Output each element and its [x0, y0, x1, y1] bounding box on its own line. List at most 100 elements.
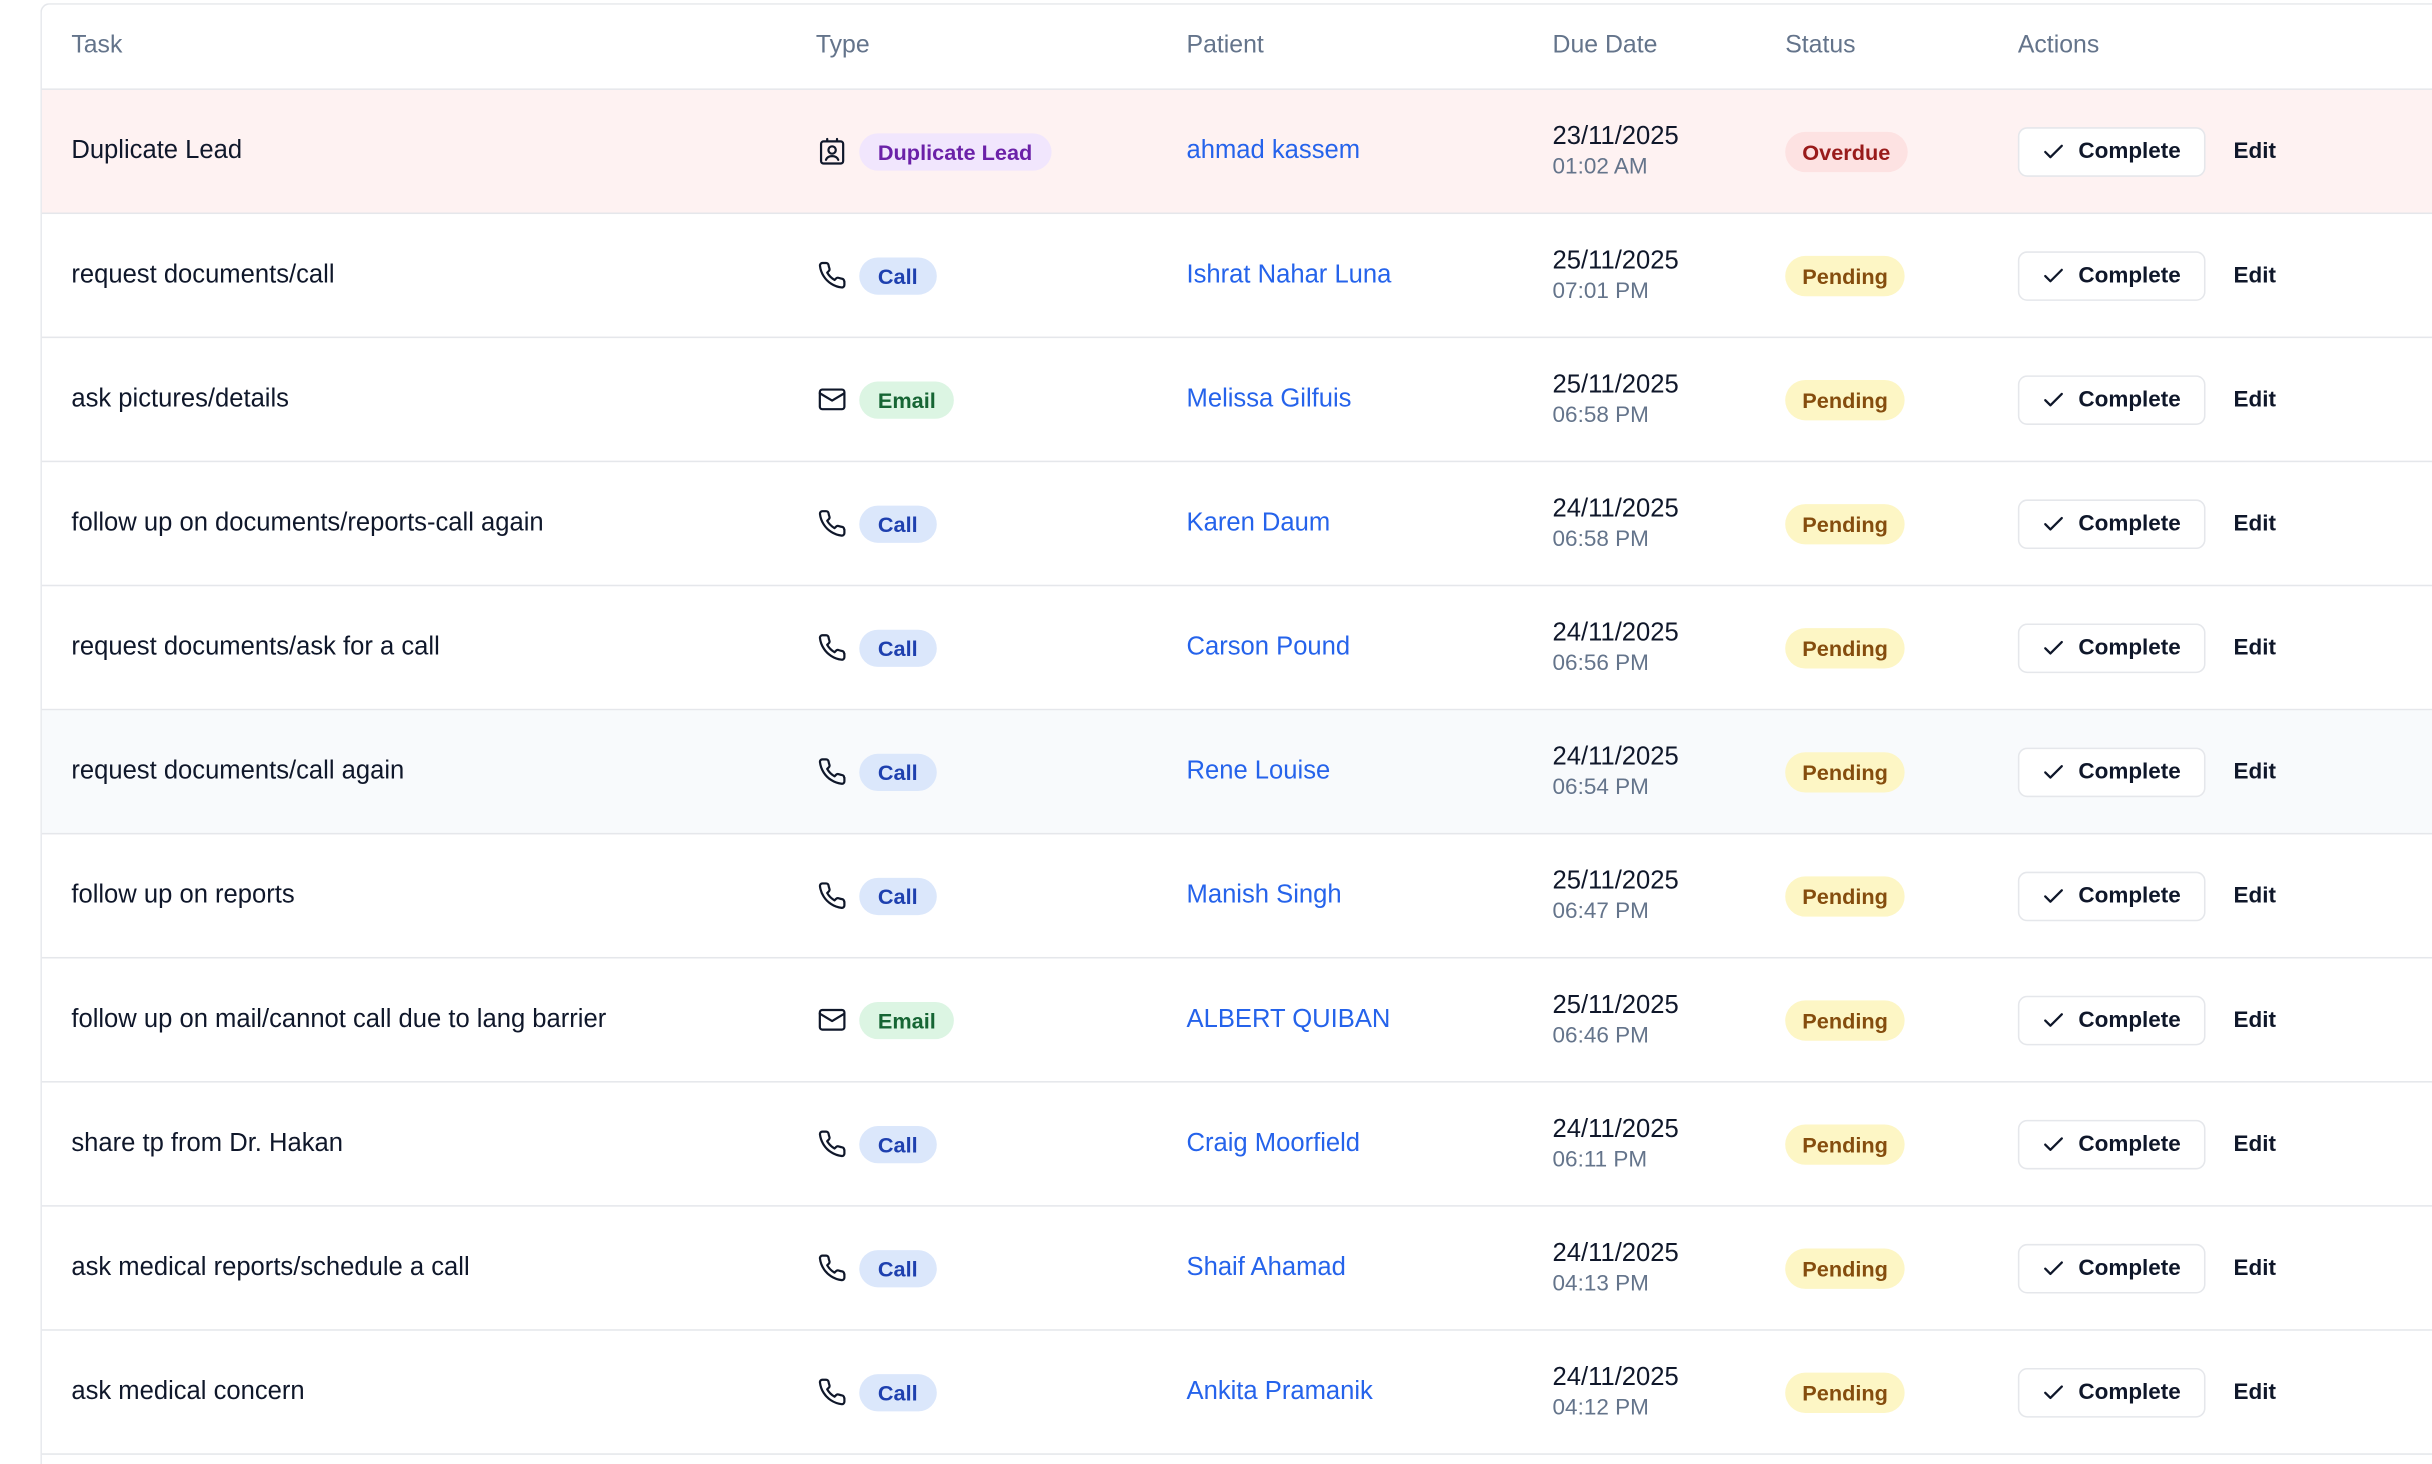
due-date: 23/11/2025 [1552, 121, 1679, 150]
type-badge: Call [859, 628, 937, 667]
complete-button[interactable]: Complete [2017, 374, 2206, 425]
mail-icon [816, 384, 847, 415]
patient-cell: Melissa Gilfuis [1187, 385, 1553, 414]
task-cell: request documents/ask for a call [42, 633, 816, 662]
type-cell: Duplicate Lead [816, 132, 1187, 170]
edit-button[interactable]: Edit [2233, 635, 2277, 660]
phone-icon [816, 632, 847, 663]
table-row[interactable]: follow up on reports Call Manish Singh 25/1… [41, 834, 2432, 959]
header-type[interactable]: Type [815, 32, 870, 59]
due-date: 24/11/2025 [1552, 742, 1679, 771]
edit-button[interactable]: Edit [2233, 1007, 2277, 1033]
complete-button[interactable]: Complete [2017, 1243, 2206, 1293]
status-cell: Pending [1785, 255, 2018, 296]
edit-button[interactable]: Edit [2233, 138, 2277, 164]
patient-link[interactable]: Shaif Ahamad [1186, 1253, 1346, 1282]
edit-button[interactable]: Edit [2233, 1131, 2277, 1157]
table-row[interactable]: request documents/call Call Ishrat Nahar L… [41, 214, 2432, 339]
due-time: 06:58 PM [1552, 402, 1649, 428]
complete-label: Complete [2078, 138, 2181, 164]
type-badge: Duplicate Lead [859, 132, 1051, 170]
complete-button[interactable]: Complete [2017, 870, 2206, 921]
edit-button[interactable]: Edit [2233, 759, 2277, 785]
due-time: 06:11 PM [1552, 1146, 1648, 1172]
patient-cell: Manish Singh [1187, 881, 1553, 910]
patient-link[interactable]: Craig Moorfield [1186, 1129, 1361, 1158]
complete-label: Complete [2078, 262, 2181, 288]
complete-button[interactable]: Complete [2017, 250, 2206, 301]
header-due-date[interactable]: Due Date [1552, 32, 1658, 59]
table-row[interactable]: request documents/ask for a call Call Cars… [41, 586, 2432, 711]
header-task[interactable]: Task [71, 32, 123, 59]
edit-button[interactable]: Edit [2233, 386, 2277, 412]
patient-link[interactable]: Carson Pound [1186, 632, 1351, 661]
due-time: 06:56 PM [1552, 650, 1649, 676]
status-cell: Pending [1785, 503, 2018, 544]
task-cell: ask medical reports/schedule a call [42, 1253, 816, 1282]
patient-link[interactable]: Melissa Gilfuis [1186, 384, 1352, 413]
table-row[interactable]: ask medical reports/schedule a call Call S… [41, 1207, 2432, 1331]
table-row[interactable]: ask medical concern Call Ankita Pramanik 24… [41, 1331, 2432, 1455]
actions-cell: Complete Edit [2017, 1119, 2432, 1169]
edit-button[interactable]: Edit [2233, 262, 2277, 288]
patient-link[interactable]: Karen Daum [1186, 508, 1331, 537]
header-actions: Actions [2017, 32, 2100, 59]
table-row[interactable]: Duplicate Lead Duplicate Lead ahmad kassem… [41, 89, 2432, 215]
table-row[interactable]: follow up on mail/cannot call due to lan… [41, 959, 2432, 1083]
complete-button[interactable]: Complete [2017, 622, 2206, 673]
task-cell: ask medical concern [42, 1377, 816, 1406]
edit-button[interactable]: Edit [2233, 1255, 2277, 1281]
check-icon [2041, 759, 2066, 784]
patient-cell: Ankita Pramanik [1187, 1377, 1553, 1406]
type-badge: Call [859, 753, 937, 791]
complete-button[interactable]: Complete [2017, 498, 2206, 549]
complete-button[interactable]: Complete [2017, 746, 2206, 797]
task-name: follow up on reports [71, 880, 295, 909]
phone-icon [816, 1377, 847, 1408]
check-icon [2041, 883, 2066, 908]
due-date: 25/11/2025 [1552, 245, 1679, 274]
status-cell: Pending [1785, 1123, 2018, 1165]
type-cell: Call [816, 1125, 1187, 1163]
table-row[interactable]: ask pictures/details Email Melissa Gilfuis… [41, 338, 2432, 463]
patient-link[interactable]: Rene Louise [1186, 756, 1331, 785]
header-patient[interactable]: Patient [1186, 32, 1264, 59]
complete-button[interactable]: Complete [2017, 1367, 2206, 1417]
patient-link[interactable]: Ankita Pramanik [1186, 1377, 1373, 1406]
check-icon [2041, 1380, 2066, 1405]
tasks-table: Task Type Patient Due Date Status Action… [40, 3, 2432, 1464]
table-row[interactable]: follow up on documents/reports-call agai… [41, 462, 2432, 587]
due-date-cell: 24/11/2025 04:13 PM [1553, 1237, 1786, 1299]
header-status[interactable]: Status [1785, 32, 1856, 59]
due-date-cell: 24/11/2025 06:54 PM [1553, 741, 1786, 803]
due-time: 07:01 PM [1552, 278, 1649, 304]
table-row[interactable]: request documents/call again Call Rene Lou… [41, 710, 2432, 835]
actions-cell: Complete Edit [2017, 126, 2432, 177]
check-icon [2041, 511, 2066, 536]
actions-cell: Complete Edit [2017, 746, 2432, 797]
complete-button[interactable]: Complete [2017, 994, 2206, 1045]
complete-label: Complete [2078, 1255, 2181, 1281]
patient-cell: ALBERT QUIBAN [1187, 1005, 1553, 1034]
complete-label: Complete [2078, 635, 2181, 660]
due-date: 24/11/2025 [1552, 1238, 1679, 1267]
patient-link[interactable]: ALBERT QUIBAN [1186, 1005, 1391, 1033]
due-date-cell: 24/11/2025 06:56 PM [1553, 617, 1786, 679]
type-badge: Call [859, 877, 937, 915]
complete-label: Complete [2078, 511, 2181, 536]
edit-button[interactable]: Edit [2233, 1379, 2277, 1405]
complete-button[interactable]: Complete [2017, 1119, 2206, 1169]
patient-link[interactable]: Manish Singh [1186, 880, 1342, 909]
edit-button[interactable]: Edit [2233, 511, 2277, 536]
type-badge: Call [859, 1373, 937, 1411]
type-badge: Call [859, 504, 937, 543]
patient-link[interactable]: ahmad kassem [1186, 136, 1361, 165]
table-row[interactable]: share tp from Dr. Hakan Call Craig Moorfie… [41, 1083, 2432, 1207]
complete-button[interactable]: Complete [2017, 126, 2206, 177]
status-cell: Pending [1785, 627, 2018, 668]
edit-button[interactable]: Edit [2233, 883, 2277, 909]
task-cell: Duplicate Lead [42, 136, 816, 165]
due-date: 24/11/2025 [1552, 618, 1679, 646]
patient-link[interactable]: Ishrat Nahar Luna [1186, 260, 1392, 289]
table-body: Duplicate Lead Duplicate Lead ahmad kassem… [41, 89, 2432, 1455]
